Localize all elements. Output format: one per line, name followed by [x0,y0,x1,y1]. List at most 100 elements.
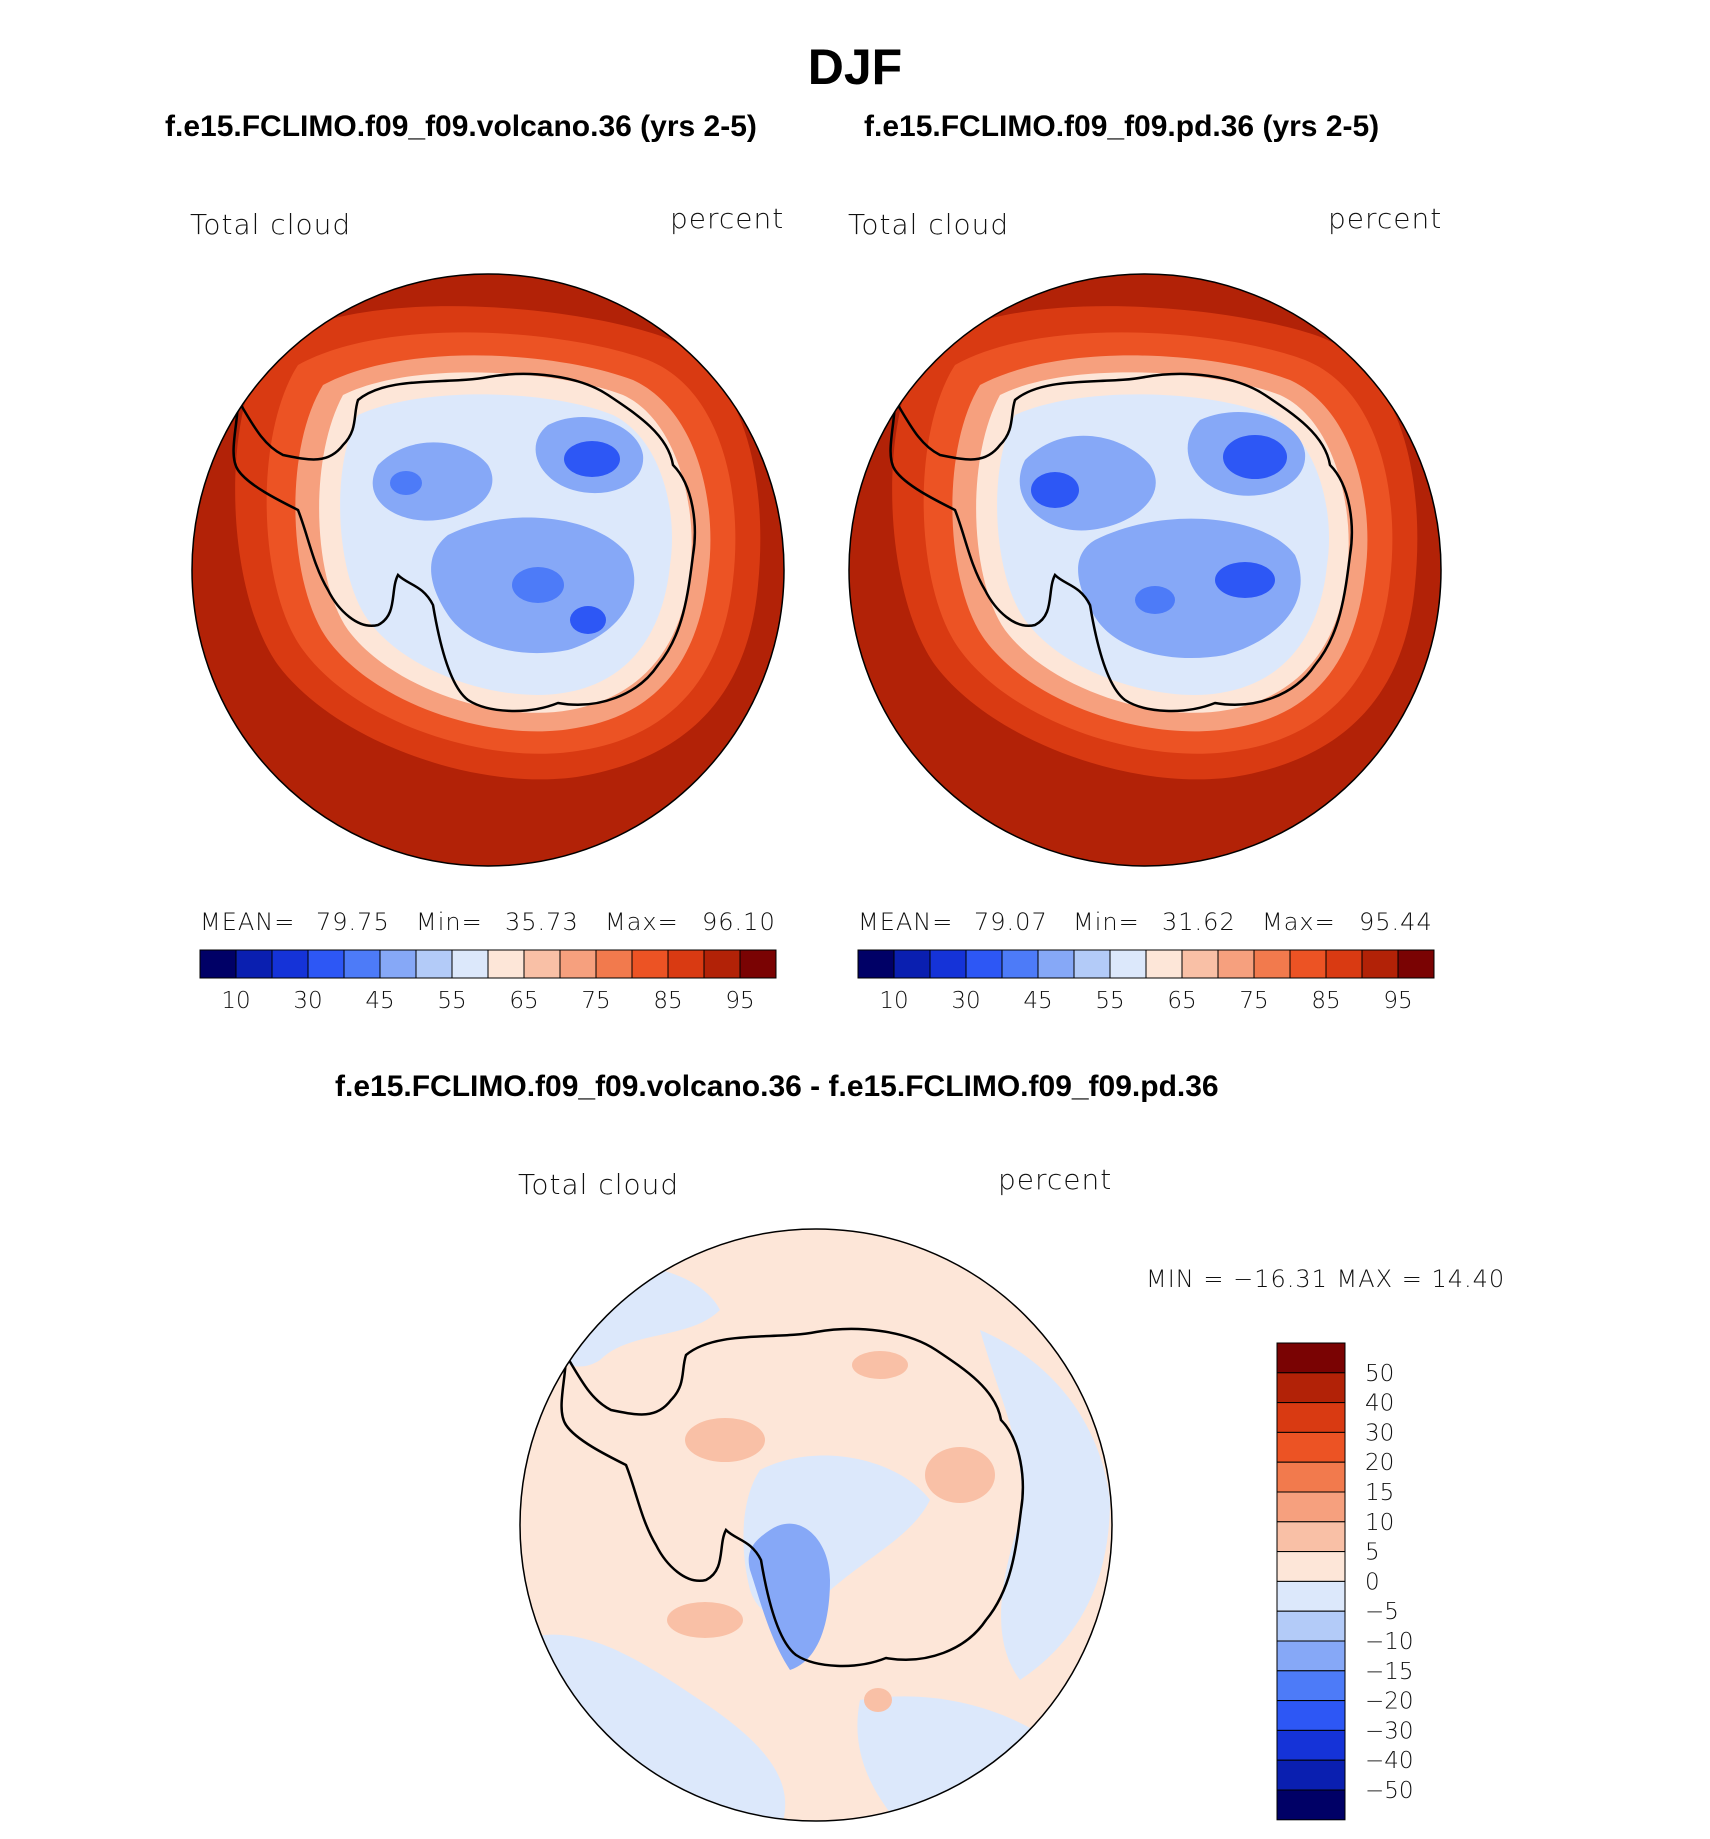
diff-colorbar-tick-2: 30 [1365,1420,1394,1446]
diff-pos-region-b [925,1447,995,1503]
diff-units-label: percent [998,1163,1113,1196]
panel-2-colorbar-box-9 [1181,949,1219,979]
diff-colorbar-tick-1: 40 [1365,1391,1394,1417]
panel-1-colorbar-box-5 [379,949,417,979]
panel-1-deep-blue-a [564,441,620,477]
diff-neg-region-blue [748,1523,830,1670]
panel-1-colorbar-tick-4: 65 [509,988,538,1014]
panel-1-colorbar-box-8 [487,949,525,979]
diff-colorbar-box-14 [1276,1759,1346,1791]
panel-2-colorbar-box-3 [965,949,1003,979]
panel-2-colorbar-tick-1: 30 [951,988,980,1014]
panel-2-colorbar-box-15 [1397,949,1435,979]
diff-colorbar-tick-9: −10 [1365,1629,1414,1655]
panel-1-map-border [191,273,785,867]
panel-1-colorbar-tick-5: 75 [581,988,610,1014]
diff-colorbar-box-4 [1276,1461,1346,1493]
panel-2-colorbar-tick-4: 65 [1167,988,1196,1014]
diff-colorbar-box-8 [1276,1580,1346,1612]
panel-2-colorbar-box-12 [1289,949,1327,979]
panel-2-colorbar-box-1 [893,949,931,979]
diff-colorbar-tick-3: 20 [1365,1450,1394,1476]
panel-2-colorbar-box-4 [1001,949,1039,979]
diff-colorbar-tick-0: 50 [1365,1361,1394,1387]
panel-1-min-label: Min= [416,908,483,936]
diff-pos-region-a [685,1418,765,1462]
diff-colorbar-tick-12: −30 [1365,1718,1414,1744]
diff-colorbar-tick-8: −5 [1365,1599,1399,1625]
panel-1-colorbar-box-12 [631,949,669,979]
diff-pos-region-e [864,1688,892,1712]
panel-1-colorbar-box-10 [559,949,597,979]
diff-colorbar-tick-10: −15 [1365,1659,1414,1685]
panel-1-colorbar-tick-2: 45 [365,988,394,1014]
panel-2-colorbar: 10 30 45 55 65 75 85 95 [857,949,1435,1014]
diff-colorbar-box-10 [1276,1640,1346,1672]
panel-2-colorbar-tick-2: 45 [1023,988,1052,1014]
panel-1-units-label: percent [670,202,785,235]
panel-2-colorbar-box-2 [929,949,967,979]
panel-1-deep-blue-b [390,471,422,495]
panel-1-colorbar-box-6 [415,949,453,979]
panel-1-map [191,273,785,867]
panel-2-case-title: f.e15.FCLIMO.f09_f09.pd.36 (yrs 2-5) [864,110,1380,143]
panel-1-deep-blue-d [570,606,606,634]
panel-2-colorbar-box-11 [1253,949,1291,979]
diff-colorbar-box-7 [1276,1551,1346,1582]
panel-2-deep-blue-b [1031,472,1079,508]
panel-1-colorbar-tick-1: 30 [293,988,322,1014]
diff-minmax-label: MIN = −16.31 MAX = 14.40 [1146,1265,1506,1293]
diff-colorbar-box-11 [1276,1670,1346,1702]
panel-1-colorbar-tick-3: 55 [437,988,466,1014]
panel-2-mean-value: 79.07 [974,908,1048,936]
panel-2-map [848,273,1442,867]
panel-1-colorbar-box-9 [523,949,561,979]
panel-1-mean-value: 79.75 [316,908,390,936]
diff-colorbar-box-5 [1276,1491,1346,1523]
diff-pos-region-d [667,1602,743,1638]
panel-1-colorbar-box-7 [451,949,489,979]
diff-map [519,1228,1113,1822]
diff-colorbar-tick-4: 15 [1365,1480,1394,1506]
diff-field-label: Total cloud [518,1168,680,1201]
panel-2-colorbar-tick-0: 10 [879,988,908,1014]
panel-2-mean-label: MEAN= [858,908,954,936]
diff-colorbar-box-12 [1276,1700,1346,1731]
panel-1-colorbar-tick-0: 10 [221,988,250,1014]
panel-2-colorbar-tick-6: 85 [1311,988,1340,1014]
diff-colorbar-tick-7: 0 [1365,1569,1380,1595]
diff-colorbar-box-2 [1276,1402,1346,1433]
panel-1-colorbar: 10 30 45 55 65 75 85 95 [199,949,777,1014]
panel-2-min-label: Min= [1073,908,1140,936]
panel-1-colorbar-box-3 [307,949,345,979]
panel-2-colorbar-box-14 [1361,949,1399,979]
diff-case-title: f.e15.FCLIMO.f09_f09.volcano.36 - f.e15.… [335,1070,1219,1103]
panel-1-interior-blue-a [372,442,493,521]
panel-2-max-value: 95.44 [1359,908,1433,936]
panel-1-max-value: 96.10 [702,908,776,936]
diff-colorbar-box-9 [1276,1610,1346,1642]
diff-colorbar-tick-14: −50 [1365,1778,1414,1804]
panel-2-colorbar-box-10 [1217,949,1255,979]
diff-pos-region-c [852,1351,908,1379]
panel-2-colorbar-tick-3: 55 [1095,988,1124,1014]
panel-2-colorbar-box-0 [857,949,895,979]
panel-1-colorbar-box-0 [199,949,237,979]
diff-colorbar-box-1 [1276,1372,1346,1404]
diff-colorbar-tick-11: −20 [1365,1689,1414,1715]
panel-2-deep-blue-d [1135,586,1175,614]
panel-2-units-label: percent [1328,202,1443,235]
panel-1-max-label: Max= [605,908,679,936]
diff-colorbar-tick-5: 10 [1365,1510,1394,1536]
panel-2-colorbar-box-13 [1325,949,1363,979]
panel-2-map-border [848,273,1442,867]
panel-2-colorbar-box-6 [1073,949,1111,979]
panel-2-colorbar-tick-5: 75 [1239,988,1268,1014]
panel-2-colorbar-box-7 [1109,949,1147,979]
panel-2-min-value: 31.62 [1162,908,1236,936]
page-title: DJF [807,39,903,95]
diff-colorbar-box-15 [1276,1789,1346,1821]
diff-colorbar-box-3 [1276,1431,1346,1463]
panel-2-colorbar-tick-7: 95 [1383,988,1412,1014]
